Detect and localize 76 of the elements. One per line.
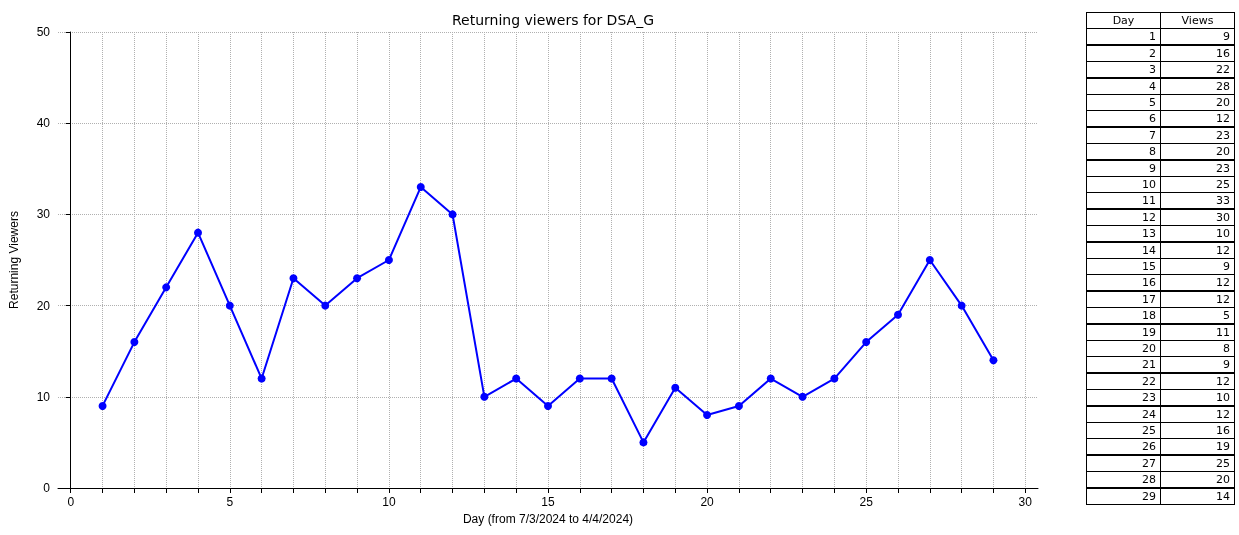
- data-label: 12: [1216, 292, 1230, 307]
- x-tick-label: 30: [1018, 495, 1033, 509]
- data-label: 16: [1216, 46, 1230, 61]
- data-label: 9: [1223, 260, 1230, 274]
- y-tick-label: 19: [1142, 325, 1156, 340]
- y-tick-label: 12: [1142, 210, 1156, 225]
- y-tick-label: 30: [36, 207, 51, 222]
- y-tick-label: 28: [1142, 473, 1156, 488]
- x-tick-label: 10: [382, 495, 396, 509]
- x-tick-label: Views: [1161, 14, 1234, 28]
- y-tick-label: 6: [1149, 112, 1156, 127]
- data-label: 20: [1216, 473, 1230, 488]
- y-tick-label: 24: [1142, 407, 1156, 422]
- data-label: 8: [1223, 342, 1230, 356]
- y-tick-label: 10: [1142, 178, 1156, 192]
- data-label: 10: [1216, 227, 1230, 242]
- y-tick-label: 11: [1142, 194, 1156, 209]
- data-label: 10: [1216, 391, 1230, 406]
- y-tick-label: 15: [1142, 260, 1156, 274]
- y-axis-title: Returning Viewers: [7, 211, 21, 309]
- y-tick-label: 21: [1142, 358, 1156, 373]
- data-label: 14: [1216, 489, 1230, 504]
- y-tick-label: 27: [1142, 456, 1156, 471]
- y-tick-label: 50: [36, 25, 51, 39]
- y-tick-label: 7: [1149, 128, 1156, 143]
- data-label: 12: [1216, 407, 1230, 422]
- data-label: 20: [1216, 145, 1230, 160]
- data-label: 12: [1216, 276, 1230, 291]
- data-label: 25: [1216, 456, 1230, 471]
- x-tick-label: 5: [226, 495, 234, 509]
- x-tick-label: 15: [541, 495, 555, 509]
- y-tick-label: 14: [1142, 243, 1156, 258]
- data-label: 23: [1216, 161, 1230, 176]
- data-label: 9: [1223, 30, 1230, 45]
- y-tick-label: 17: [1142, 292, 1156, 307]
- data-label: 11: [1216, 325, 1230, 340]
- data-label: 22: [1216, 63, 1230, 78]
- data-label: 19: [1216, 440, 1230, 455]
- y-tick-label: 3: [1149, 63, 1156, 78]
- x-tick-label: 0: [67, 495, 75, 509]
- data-label: 28: [1216, 79, 1230, 94]
- y-tick-label: 5: [1149, 96, 1156, 110]
- y-tick-label: 10: [36, 389, 51, 404]
- y-tick-label: 1: [1149, 30, 1156, 45]
- x-tick-label: 25: [859, 495, 874, 509]
- y-tick-label: 23: [1142, 391, 1156, 406]
- data-label: 5: [1223, 309, 1230, 324]
- y-tick-label: 8: [1149, 145, 1156, 160]
- y-tick-label: 0: [43, 481, 51, 495]
- y-tick-label: 9: [1149, 161, 1156, 176]
- data-label: 25: [1216, 178, 1230, 192]
- y-tick-label: 4: [1149, 79, 1156, 94]
- y-tick-label: 20: [36, 298, 51, 313]
- data-label: 12: [1216, 243, 1230, 258]
- y-tick-label: 29: [1142, 489, 1156, 504]
- y-tick-label: 25: [1142, 424, 1156, 438]
- data-label: 20: [1216, 96, 1230, 110]
- data-label: 12: [1216, 374, 1230, 389]
- data-label: 9: [1223, 358, 1230, 373]
- y-tick-label: 18: [1142, 309, 1156, 324]
- chart-title: Returning viewers for DSA_G: [452, 12, 654, 28]
- y-tick-label: 13: [1142, 227, 1156, 242]
- y-tick-label: 40: [36, 116, 51, 131]
- data-label: 16: [1216, 424, 1230, 438]
- y-tick-label: 20: [1142, 342, 1156, 356]
- y-tick-label: 22: [1142, 374, 1156, 389]
- data-label: 30: [1216, 210, 1230, 225]
- y-tick-label: 2: [1149, 46, 1156, 61]
- x-axis-title: Day (from 7/3/2024 to 4/4/2024): [462, 511, 634, 526]
- y-tick-label: 16: [1142, 276, 1156, 291]
- data-label: 12: [1216, 112, 1230, 127]
- x-tick-label: 20: [700, 495, 715, 509]
- data-label: 33: [1216, 194, 1230, 209]
- y-axis-title: Day: [1087, 14, 1160, 28]
- data-label: 23: [1216, 128, 1230, 143]
- y-tick-label: 26: [1142, 440, 1156, 455]
